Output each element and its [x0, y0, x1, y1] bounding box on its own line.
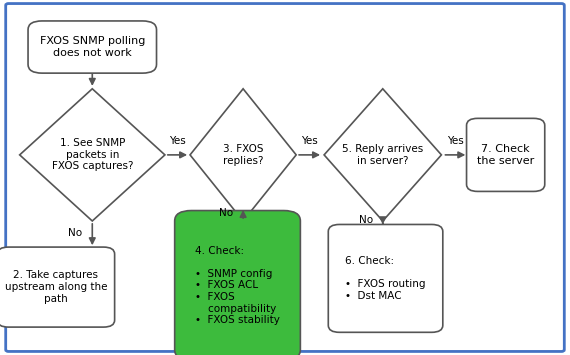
Text: 2. Take captures
upstream along the
path: 2. Take captures upstream along the path [5, 271, 107, 304]
FancyBboxPatch shape [28, 21, 157, 73]
FancyBboxPatch shape [6, 4, 564, 351]
Text: Yes: Yes [447, 136, 464, 146]
Text: 1. See SNMP
packets in
FXOS captures?: 1. See SNMP packets in FXOS captures? [51, 138, 133, 171]
Text: FXOS SNMP polling
does not work: FXOS SNMP polling does not work [39, 36, 145, 58]
FancyBboxPatch shape [466, 118, 545, 191]
Text: No: No [68, 228, 83, 238]
Text: 7. Check
the server: 7. Check the server [477, 144, 534, 166]
Polygon shape [324, 89, 441, 221]
Text: 5. Reply arrives
in server?: 5. Reply arrives in server? [342, 144, 424, 166]
FancyBboxPatch shape [0, 247, 115, 327]
FancyBboxPatch shape [174, 211, 300, 355]
Text: 3. FXOS
replies?: 3. FXOS replies? [223, 144, 263, 166]
Polygon shape [19, 89, 165, 221]
Text: Yes: Yes [301, 136, 318, 146]
Text: No: No [219, 208, 233, 218]
Text: 4. Check:

•  SNMP config
•  FXOS ACL
•  FXOS
    compatibility
•  FXOS stabilit: 4. Check: • SNMP config • FXOS ACL • FXO… [195, 246, 280, 325]
Text: Yes: Yes [169, 136, 186, 146]
Text: No: No [359, 215, 373, 225]
Polygon shape [190, 89, 296, 221]
FancyBboxPatch shape [328, 224, 443, 332]
Text: 6. Check:

•  FXOS routing
•  Dst MAC: 6. Check: • FXOS routing • Dst MAC [345, 256, 426, 301]
